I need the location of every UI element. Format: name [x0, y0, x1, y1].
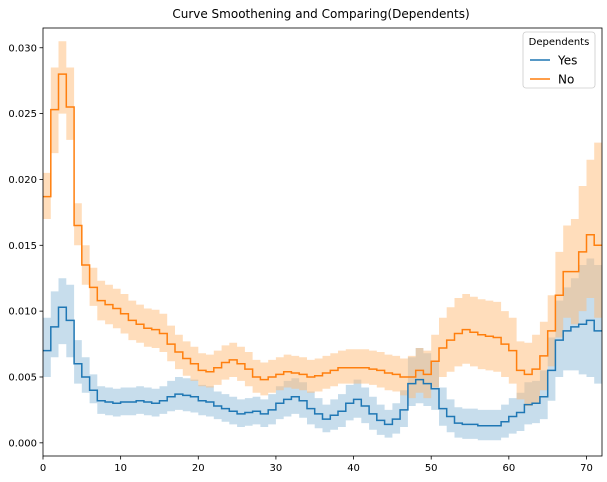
y-axis-ticks: 0.000 0.005 0.010 0.015 0.020 0.025 0.030 — [8, 43, 43, 449]
series-line-yes — [43, 306, 602, 427]
legend-entries: Yes No — [530, 54, 577, 87]
legend-label-yes: Yes — [557, 54, 577, 68]
legend: Dependents Yes No — [522, 31, 596, 89]
chart-title: Curve Smoothening and Comparing(Dependen… — [172, 7, 469, 21]
x-tick-label: 50 — [425, 463, 438, 474]
x-tick-label: 10 — [114, 463, 127, 474]
x-tick-label: 60 — [502, 463, 515, 474]
plot-frame — [42, 27, 603, 457]
y-tick-label: 0.030 — [8, 43, 37, 54]
legend-box — [522, 31, 596, 89]
confidence-bands — [43, 41, 602, 441]
legend-label-no: No — [558, 73, 574, 87]
legend-title: Dependents — [529, 37, 590, 48]
y-tick-label: 0.005 — [8, 372, 37, 383]
x-axis-ticks: 0 10 20 30 40 50 60 70 — [40, 456, 593, 474]
series-lines — [43, 73, 602, 427]
series-line-no — [43, 73, 602, 381]
x-tick-label: 70 — [580, 463, 593, 474]
x-tick-label: 0 — [40, 463, 46, 474]
x-tick-label: 30 — [270, 463, 283, 474]
y-tick-label: 0.015 — [8, 241, 37, 252]
axes — [42, 27, 603, 457]
y-tick-label: 0.000 — [8, 438, 37, 449]
y-tick-label: 0.010 — [8, 307, 37, 318]
x-tick-label: 20 — [192, 463, 205, 474]
y-tick-label: 0.025 — [8, 109, 37, 120]
y-tick-label: 0.020 — [8, 175, 37, 186]
x-tick-label: 40 — [347, 463, 360, 474]
confidence-band-no — [43, 41, 602, 406]
